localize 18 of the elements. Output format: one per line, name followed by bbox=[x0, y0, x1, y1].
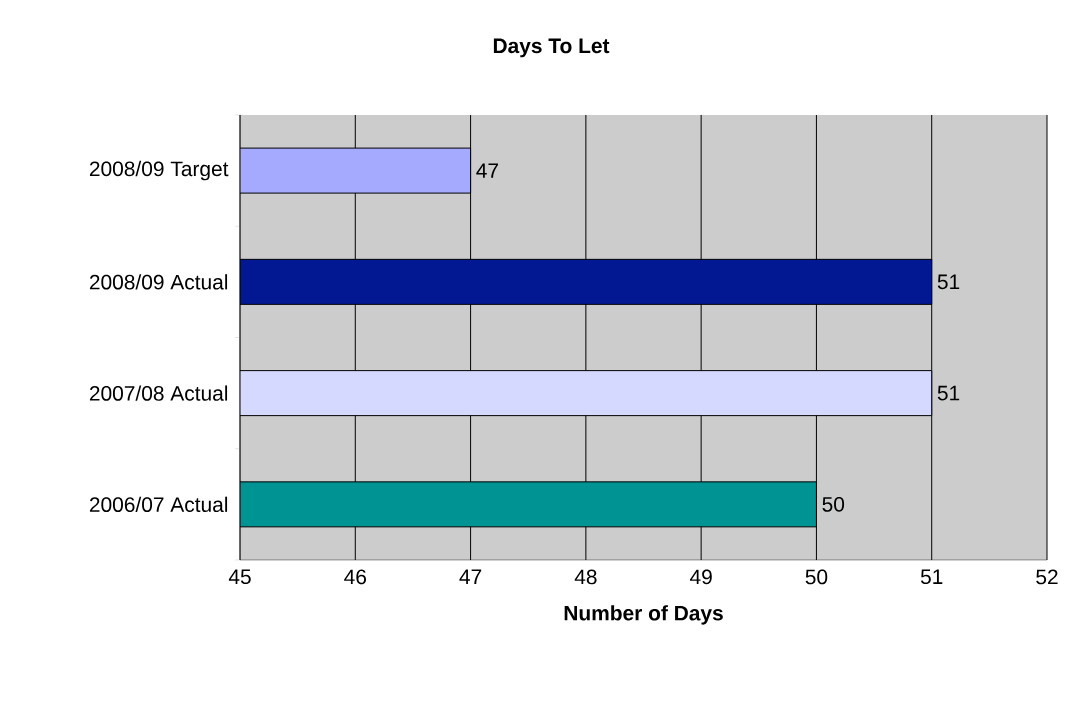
y-tick-label: 2006/07 Actual bbox=[89, 496, 228, 513]
x-tick-label: 45 bbox=[228, 569, 251, 585]
x-tick-label: 50 bbox=[805, 569, 828, 585]
x-axis-title: Number of Days bbox=[564, 605, 723, 625]
x-tick-label: 51 bbox=[920, 569, 943, 585]
y-tick-label: 2007/08 Actual bbox=[89, 385, 228, 401]
data-label: 51 bbox=[937, 385, 960, 401]
data-label: 50 bbox=[822, 496, 845, 512]
data-label: 47 bbox=[476, 163, 498, 178]
y-tick-label: 2008/09 Target bbox=[89, 160, 229, 181]
x-tick-label: 49 bbox=[690, 569, 712, 585]
x-tick-label: 47 bbox=[459, 569, 482, 584]
data-label: 51 bbox=[937, 274, 960, 290]
chart-title: Days To Let bbox=[493, 38, 610, 58]
x-tick-label: 48 bbox=[574, 569, 597, 585]
x-tick-label: 46 bbox=[344, 569, 367, 585]
x-tick-label: 52 bbox=[1036, 569, 1058, 585]
y-tick-label: 2008/09 Actual bbox=[89, 274, 228, 290]
